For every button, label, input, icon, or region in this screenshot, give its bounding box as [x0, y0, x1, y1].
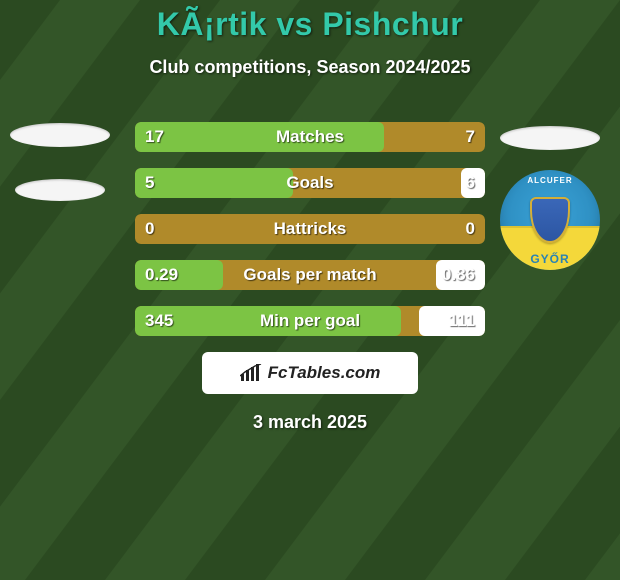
stat-label: Goals — [135, 168, 485, 198]
stat-label: Matches — [135, 122, 485, 152]
stat-row: 177Matches — [135, 122, 485, 152]
stat-row: 00Hattricks — [135, 214, 485, 244]
club-badge-bottom-text: GYŐR — [500, 252, 600, 266]
club-badge-icon: ALCUFER GYŐR — [500, 170, 600, 270]
club-badge-top-text: ALCUFER — [500, 176, 600, 185]
site-badge[interactable]: FcTables.com — [202, 352, 418, 394]
stat-row: 56Goals — [135, 168, 485, 198]
avatar-placeholder-icon — [15, 179, 105, 201]
player-left-avatar-2 — [10, 140, 110, 240]
site-badge-label: FcTables.com — [268, 363, 381, 383]
content-root: KÃ¡rtik vs Pishchur Club competitions, S… — [0, 0, 620, 580]
stat-label: Min per goal — [135, 306, 485, 336]
stat-label: Hattricks — [135, 214, 485, 244]
avatar-placeholder-icon — [500, 126, 600, 150]
date-label: 3 march 2025 — [0, 412, 620, 433]
shield-icon — [530, 197, 570, 243]
stat-label: Goals per match — [135, 260, 485, 290]
stat-row: 0.290.86Goals per match — [135, 260, 485, 290]
player-right-club-badge: ALCUFER GYŐR — [500, 170, 600, 270]
page-title: KÃ¡rtik vs Pishchur — [0, 0, 620, 43]
stat-row: 345111Min per goal — [135, 306, 485, 336]
page-subtitle: Club competitions, Season 2024/2025 — [0, 57, 620, 78]
stats-container: 177Matches 56Goals 00Hattricks 0.290.86Goal… — [135, 122, 485, 336]
bar-chart-icon — [240, 364, 262, 382]
